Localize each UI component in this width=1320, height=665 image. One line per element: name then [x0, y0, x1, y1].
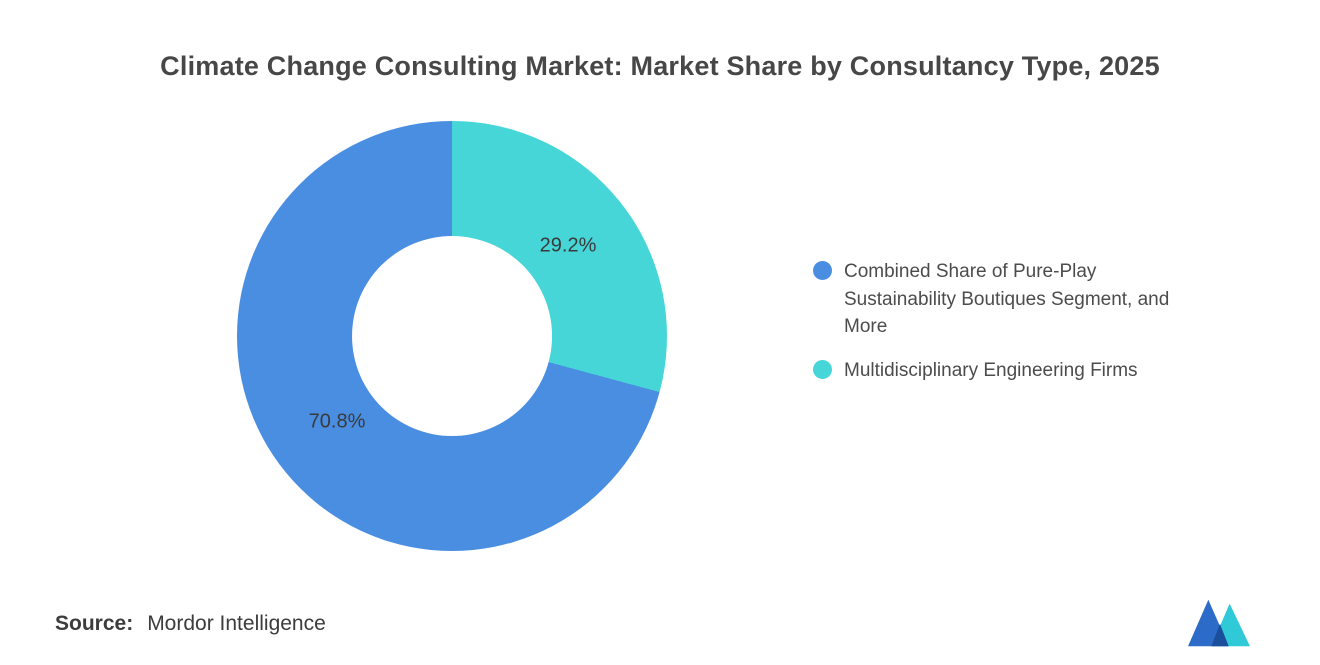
- source-label: Source:: [55, 612, 134, 635]
- legend-item-engineering-firms[interactable]: Multidisciplinary Engineering Firms: [813, 357, 1233, 385]
- source-note: Source: Mordor Intelligence: [55, 612, 326, 636]
- legend-item-pure-play[interactable]: Combined Share of Pure-Play Sustainabili…: [813, 258, 1233, 341]
- legend-marker-teal-icon: [813, 359, 832, 379]
- donut-chart: 29.2% 70.8%: [237, 121, 667, 551]
- chart-title: Climate Change Consulting Market: Market…: [160, 51, 1160, 82]
- slice-label-pure-play: 70.8%: [308, 410, 366, 433]
- mordor-intelligence-logo: [1188, 596, 1250, 648]
- legend-label-engineering-firms: Multidisciplinary Engineering Firms: [844, 359, 1138, 381]
- mordor-logo-mountains-icon: [1188, 599, 1250, 647]
- legend-marker-blue-icon: [813, 261, 832, 280]
- donut-hole: [352, 236, 552, 436]
- legend-label-pure-play: Combined Share of Pure-Play Sustainabili…: [844, 261, 1170, 338]
- legend: Combined Share of Pure-Play Sustainabili…: [813, 258, 1233, 400]
- slice-label-engineering-firms: 29.2%: [539, 234, 597, 257]
- source-value: Mordor Intelligence: [147, 612, 326, 635]
